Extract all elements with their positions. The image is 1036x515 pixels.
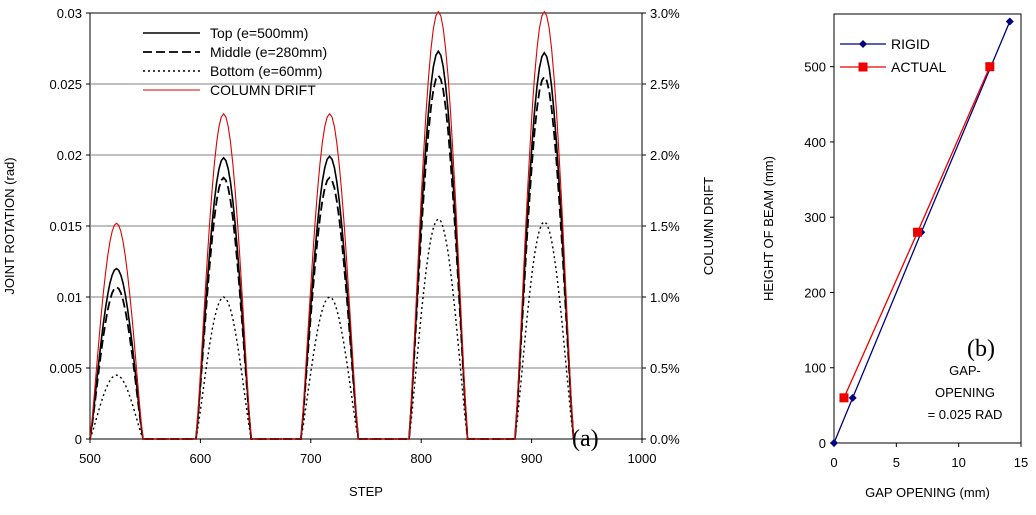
y-tick-label: 0.005 [49, 361, 82, 376]
y2-tick-label: 1.5% [650, 219, 680, 234]
annotation-line-1: GAP- [949, 363, 981, 378]
x-tick-label: 500 [79, 451, 101, 466]
chart-a-x-ticks: 500 600 700 800 900 1000 [79, 439, 656, 466]
x-tick-label: 10 [951, 455, 965, 470]
data-point-diamond [848, 393, 857, 402]
y2-tick-label: 2.0% [650, 148, 680, 163]
chart-b-x-ticks: 0 5 10 15 [830, 443, 1028, 470]
y2-tick-label: 1.0% [650, 290, 680, 305]
data-point-diamond [830, 439, 838, 447]
chart-a-legend: Top (e=500mm) Middle (e=280mm) Bottom (e=6… [143, 25, 327, 98]
y-tick-label: 0.025 [49, 77, 82, 92]
series-line-1 [89, 49, 575, 440]
chart-b-legend: RIGID ACTUAL [840, 36, 946, 75]
chart-a-y-ticks: 0 0.005 0.01 0.015 0.02 0.025 0.03 [49, 6, 90, 447]
data-point-diamond [1005, 17, 1014, 26]
legend-label: Bottom (e=60mm) [210, 63, 322, 79]
annotation-line-2: OPENING [935, 385, 995, 400]
y-tick-label: 0.03 [57, 6, 82, 21]
chart-b-y-axis-label: HEIGHT OF BEAM (mm) [761, 156, 776, 301]
chart-b-plot-area [833, 13, 1022, 444]
chart-a-y2-axis-label: COLUMN DRIFT [701, 177, 716, 275]
data-point-diamond [859, 40, 867, 48]
series-line-2 [89, 73, 575, 440]
y-tick-label: 100 [804, 361, 826, 376]
chart-a-panel-tag: (a) [572, 426, 599, 452]
y-tick-label: 0.02 [57, 148, 82, 163]
y-tick-label: 300 [804, 210, 826, 225]
chart-a-gridlines [90, 83, 642, 369]
chart-a-y-axis-label: JOINT ROTATION (rad) [2, 157, 17, 294]
y2-tick-label: 3.0% [650, 6, 680, 21]
x-tick-label: 800 [410, 451, 432, 466]
chart-a: 500 600 700 800 900 1000 00.0050.010.0150.020… [2, 6, 716, 499]
chart-a-y2-ticks: 0.0% 0.5% 1.0% 1.5% 2.0% 2.5% 3.0% [642, 6, 680, 447]
y-tick-label: 0 [819, 436, 826, 451]
y-tick-label: 0.015 [49, 219, 82, 234]
y-tick-label: 0 [75, 432, 82, 447]
y2-tick-label: 0.5% [650, 361, 680, 376]
chart-b-panel-tag: (b) [967, 336, 995, 362]
x-tick-label: 700 [300, 451, 322, 466]
x-tick-label: 0 [830, 455, 837, 470]
x-tick-label: 15 [1014, 455, 1028, 470]
y-tick-label: 400 [804, 135, 826, 150]
chart-b-x-axis-label: GAP OPENING (mm) [865, 485, 990, 500]
legend-label: Top (e=500mm) [210, 25, 308, 41]
legend-label: RIGID [891, 36, 930, 52]
data-point-square [858, 62, 868, 72]
chart-a-x-axis-label: STEP [349, 484, 383, 499]
data-point-square [985, 62, 995, 72]
y-tick-label: 200 [804, 285, 826, 300]
series-line-3 [89, 217, 575, 440]
chart-b-annotation: GAP- OPENING = 0.025 RAD [928, 363, 1003, 422]
y-tick-label: 0.01 [57, 290, 82, 305]
legend-label: COLUMN DRIFT [210, 82, 316, 98]
chart-b: 0 5 10 15 0 100 200 300 400 500 GAP OPENING (mm)… [761, 13, 1028, 500]
annotation-line-3: = 0.025 RAD [928, 407, 1003, 422]
x-tick-label: 600 [190, 451, 212, 466]
chart-b-y-ticks: 0 100 200 300 400 500 [804, 60, 834, 451]
series-line-rigid [833, 21, 1011, 444]
data-point-square [839, 393, 849, 403]
legend-label: ACTUAL [891, 59, 946, 75]
chart-b-series [830, 17, 1014, 447]
chart-a-series [89, 10, 575, 440]
x-tick-label: 900 [521, 451, 543, 466]
data-point-square [913, 227, 923, 237]
x-tick-label: 5 [893, 455, 900, 470]
y2-tick-label: 2.5% [650, 77, 680, 92]
series-line-4 [89, 10, 575, 440]
legend-label: Middle (e=280mm) [210, 44, 327, 60]
y2-tick-label: 0.0% [650, 432, 680, 447]
x-tick-label: 1000 [628, 451, 657, 466]
y-tick-label: 500 [804, 60, 826, 75]
